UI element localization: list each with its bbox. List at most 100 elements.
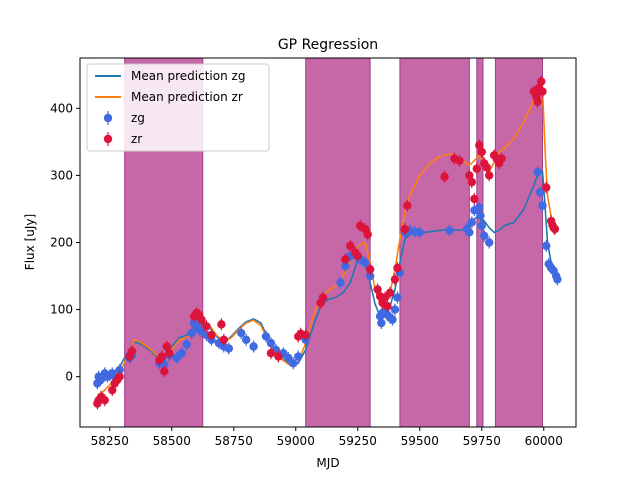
marker-zr [363,230,372,239]
point-zr [115,370,124,383]
marker-zg [241,335,251,344]
point-zg [467,216,477,229]
point-zr [467,176,477,189]
marker-zg [361,258,370,267]
marker-zr [341,255,350,264]
marker-zg [480,231,489,240]
point-zr [477,145,486,158]
point-zr [219,333,229,346]
point-zg [241,333,251,346]
marker-zr [157,352,167,361]
point-zr [497,152,506,165]
shaded-span-4 [494,57,544,428]
point-zr [160,365,169,378]
legend-label: zr [131,132,142,146]
point-zg [390,303,400,316]
point-zr [197,313,206,326]
legend-label: Mean prediction zr [131,90,243,104]
x-tick-label: 60000 [525,434,563,448]
y-tick-label: 300 [50,168,73,182]
marker-zr [472,164,481,173]
marker-zr [477,147,486,157]
marker-zr [165,349,174,358]
x-tick-label: 59750 [463,434,501,448]
point-zg [533,166,542,179]
shaded-span-1 [305,57,371,428]
point-zr [202,320,211,333]
marker-zr [365,265,375,274]
marker-zg [115,365,124,375]
point-zg [538,199,547,212]
point-zg [361,256,370,269]
point-zg [388,313,397,326]
point-zr [157,350,167,363]
marker-zg [415,228,424,237]
marker-zg [535,187,545,197]
marker-zg [261,332,271,341]
point-zr [403,199,412,212]
marker-zg [445,226,454,235]
marker-zr [219,335,229,344]
marker-zr [470,194,479,204]
point-zr [363,228,372,241]
marker-zr [497,154,506,163]
point-zr [100,394,110,407]
point-zr [533,95,542,108]
point-zg [284,351,293,364]
x-axis-ticks: 58250 58500 58750 59000 59250 59500 59750 60000 [91,427,563,448]
marker-zr [301,330,310,340]
marker-zr [127,346,137,356]
marker-zr [533,97,542,106]
marker-zr [160,367,169,376]
point-zg [480,229,489,242]
y-axis-ticks: 0 100 200 300 400 [50,101,80,384]
marker-zg [237,328,246,338]
marker-zg [336,278,345,287]
marker-zr [537,77,546,86]
marker-zr [400,224,410,234]
point-zg [477,219,486,232]
point-zg [485,236,494,249]
prediction-lines [96,87,557,398]
marker-zg [542,241,551,251]
marker-zr [538,87,547,96]
marker-zg [538,201,547,210]
point-zg [377,317,386,330]
point-zg [177,347,186,360]
marker-zg [187,328,196,338]
marker-zr [440,172,449,181]
point-zg [187,327,196,340]
marker-zg [465,228,474,237]
y-axis-label: Flux [uJy] [23,214,37,270]
marker-zr [385,288,395,298]
point-zr [165,347,174,360]
marker-zg [390,305,400,314]
marker-zg [533,167,542,177]
x-tick-label: 59250 [339,434,377,448]
point-zg [553,273,562,286]
point-zr [400,223,410,236]
point-zr [537,75,546,88]
point-zr [207,329,216,342]
marker-zg [284,353,293,363]
marker-zr [390,275,400,284]
marker-zg [182,340,191,349]
point-zg [266,337,276,350]
legend-label: Mean prediction zg [131,69,245,83]
point-zg [224,342,233,355]
marker-zr [383,302,392,311]
marker-zr [266,349,276,358]
point-zg [182,338,191,351]
series-line-zr [96,87,557,398]
legend-label: zg [131,111,145,125]
marker-zg [177,349,186,358]
marker-zg [365,271,375,281]
marker-zr [393,263,402,273]
point-zr [365,263,375,276]
marker-zr [467,177,477,187]
marker-zg [224,344,233,353]
marker-zr [202,322,211,331]
legend-entry: zr [103,132,142,146]
marker-zg [485,238,494,247]
marker-zg [266,338,276,348]
